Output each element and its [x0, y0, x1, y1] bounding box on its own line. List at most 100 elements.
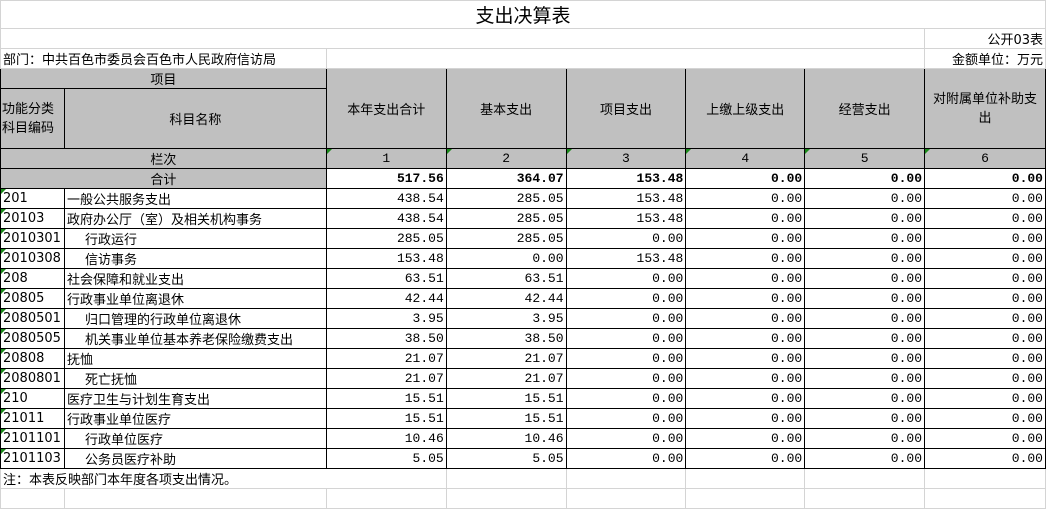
amount-cell[interactable]: 0.00	[565, 288, 687, 309]
amount-cell[interactable]: 5.05	[445, 448, 567, 469]
amount-cell[interactable]: 0.00	[924, 208, 1046, 229]
amount-cell[interactable]: 0.00	[685, 308, 806, 329]
amount-cell[interactable]: 0.00	[804, 288, 926, 309]
amount-cell[interactable]: 0.00	[685, 348, 806, 369]
subject-name[interactable]: 行政事业单位离退休	[63, 288, 327, 309]
amount-cell[interactable]: 0.00	[924, 308, 1046, 329]
amount-cell[interactable]: 0.00	[685, 448, 806, 469]
subject-name[interactable]: 政府办公厅（室）及相关机构事务	[63, 208, 327, 229]
amount-cell[interactable]: 21.07	[325, 368, 447, 389]
amount-cell[interactable]: 0.00	[685, 328, 806, 349]
amount-cell[interactable]: 0.00	[924, 368, 1046, 389]
amount-cell[interactable]: 0.00	[804, 308, 926, 329]
amount-cell[interactable]: 0.00	[685, 208, 806, 229]
amount-cell[interactable]: 42.44	[325, 288, 447, 309]
amount-cell[interactable]: 0.00	[565, 368, 687, 389]
amount-cell[interactable]: 0.00	[924, 248, 1046, 269]
subject-name[interactable]: 公务员医疗补助	[63, 448, 327, 469]
amount-cell[interactable]: 21.07	[445, 368, 567, 389]
amount-cell[interactable]: 3.95	[445, 308, 567, 329]
amount-cell[interactable]: 0.00	[924, 228, 1046, 249]
amount-cell[interactable]: 38.50	[325, 328, 447, 349]
amount-cell[interactable]: 0.00	[924, 268, 1046, 289]
amount-cell[interactable]: 0.00	[565, 408, 687, 429]
amount-cell[interactable]: 3.95	[325, 308, 447, 329]
amount-cell[interactable]: 0.00	[565, 308, 687, 329]
amount-cell[interactable]: 0.00	[804, 248, 926, 269]
amount-cell[interactable]: 15.51	[325, 388, 447, 409]
amount-cell[interactable]: 0.00	[924, 428, 1046, 449]
subject-code[interactable]: 2010308	[0, 248, 65, 269]
amount-cell[interactable]: 15.51	[445, 388, 567, 409]
amount-cell[interactable]: 0.00	[685, 368, 806, 389]
subject-name[interactable]: 死亡抚恤	[63, 368, 327, 389]
amount-cell[interactable]: 0.00	[685, 248, 806, 269]
amount-cell[interactable]: 0.00	[924, 408, 1046, 429]
subject-name[interactable]: 医疗卫生与计划生育支出	[63, 388, 327, 409]
subject-name[interactable]: 行政事业单位医疗	[63, 408, 327, 429]
amount-cell[interactable]: 153.48	[325, 248, 447, 269]
subject-code[interactable]: 2010301	[0, 228, 65, 249]
amount-cell[interactable]: 285.05	[445, 188, 567, 209]
amount-cell[interactable]: 0.00	[804, 368, 926, 389]
subject-code[interactable]: 2101103	[0, 448, 65, 469]
amount-cell[interactable]: 0.00	[565, 348, 687, 369]
subject-name[interactable]: 行政运行	[63, 228, 327, 249]
amount-cell[interactable]: 15.51	[445, 408, 567, 429]
amount-cell[interactable]: 0.00	[685, 428, 806, 449]
amount-cell[interactable]: 0.00	[685, 288, 806, 309]
amount-cell[interactable]: 0.00	[804, 408, 926, 429]
amount-cell[interactable]: 0.00	[445, 248, 567, 269]
amount-cell[interactable]: 0.00	[924, 348, 1046, 369]
amount-cell[interactable]: 0.00	[804, 328, 926, 349]
amount-cell[interactable]: 0.00	[804, 208, 926, 229]
amount-cell[interactable]: 38.50	[445, 328, 567, 349]
amount-cell[interactable]: 0.00	[924, 188, 1046, 209]
amount-cell[interactable]: 10.46	[325, 428, 447, 449]
subject-name[interactable]: 归口管理的行政单位离退休	[63, 308, 327, 329]
amount-cell[interactable]: 0.00	[924, 288, 1046, 309]
subject-code[interactable]: 2080501	[0, 308, 65, 329]
amount-cell[interactable]: 0.00	[565, 428, 687, 449]
subject-name[interactable]: 信访事务	[63, 248, 327, 269]
amount-cell[interactable]: 42.44	[445, 288, 567, 309]
amount-cell[interactable]: 5.05	[325, 448, 447, 469]
amount-cell[interactable]: 0.00	[685, 388, 806, 409]
amount-cell[interactable]: 10.46	[445, 428, 567, 449]
amount-cell[interactable]: 0.00	[804, 428, 926, 449]
amount-cell[interactable]: 0.00	[685, 408, 806, 429]
amount-cell[interactable]: 153.48	[565, 248, 687, 269]
amount-cell[interactable]: 0.00	[565, 228, 687, 249]
amount-cell[interactable]: 285.05	[445, 208, 567, 229]
amount-cell[interactable]: 153.48	[565, 208, 687, 229]
amount-cell[interactable]: 0.00	[685, 188, 806, 209]
amount-cell[interactable]: 0.00	[685, 228, 806, 249]
amount-cell[interactable]: 15.51	[325, 408, 447, 429]
amount-cell[interactable]: 0.00	[804, 188, 926, 209]
subject-name[interactable]: 行政单位医疗	[63, 428, 327, 449]
amount-cell[interactable]: 0.00	[565, 448, 687, 469]
amount-cell[interactable]: 0.00	[565, 328, 687, 349]
subject-name[interactable]: 社会保障和就业支出	[63, 268, 327, 289]
amount-cell[interactable]: 438.54	[325, 208, 447, 229]
amount-cell[interactable]: 63.51	[325, 268, 447, 289]
amount-cell[interactable]: 153.48	[565, 188, 687, 209]
amount-cell[interactable]: 0.00	[804, 228, 926, 249]
subject-code[interactable]: 2080801	[0, 368, 65, 389]
amount-cell[interactable]: 0.00	[804, 268, 926, 289]
amount-cell[interactable]: 0.00	[924, 388, 1046, 409]
amount-cell[interactable]: 21.07	[325, 348, 447, 369]
amount-cell[interactable]: 0.00	[804, 448, 926, 469]
amount-cell[interactable]: 285.05	[445, 228, 567, 249]
amount-cell[interactable]: 0.00	[924, 328, 1046, 349]
amount-cell[interactable]: 0.00	[565, 388, 687, 409]
amount-cell[interactable]: 63.51	[445, 268, 567, 289]
amount-cell[interactable]: 285.05	[325, 228, 447, 249]
subject-name[interactable]: 机关事业单位基本养老保险缴费支出	[63, 328, 327, 349]
subject-name[interactable]: 一般公共服务支出	[63, 188, 327, 209]
subject-code[interactable]: 20805	[0, 288, 65, 309]
subject-code[interactable]: 2080505	[0, 328, 65, 349]
amount-cell[interactable]: 21.07	[445, 348, 567, 369]
subject-code[interactable]: 21011	[0, 408, 65, 429]
amount-cell[interactable]: 0.00	[924, 448, 1046, 469]
